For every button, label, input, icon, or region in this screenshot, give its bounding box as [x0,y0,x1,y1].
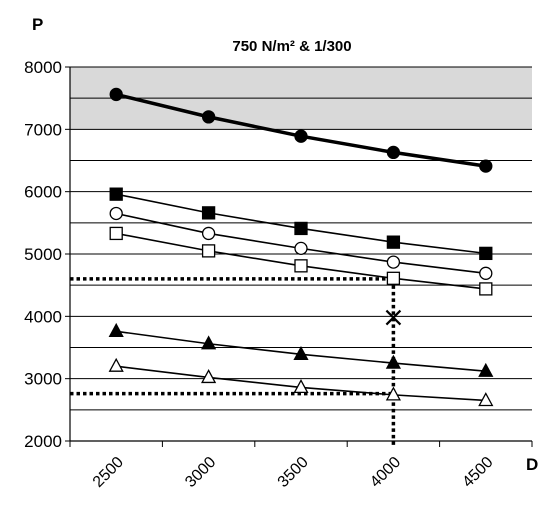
guide-layer [70,277,396,447]
data-point-open-triangle [108,357,124,372]
y-tick-label: 5000 [24,245,62,264]
data-point-open-triangle [201,369,217,384]
x-tick-label: 3000 [182,454,219,491]
data-point-filled-circle [109,87,123,102]
chart-title: 750 N/m² & 1/300 [232,38,351,55]
data-point-filled-square [201,206,216,220]
data-point-open-square [201,244,216,258]
x-axis-title: D [526,455,538,474]
data-point-open-circle [386,255,401,269]
x-tick-label: 4500 [459,454,496,491]
y-tick-label: 4000 [24,307,62,326]
data-point-open-square [386,271,401,285]
data-point-open-circle [201,226,216,241]
data-point-filled-triangle [201,335,217,350]
y-tick-label: 2000 [24,432,62,451]
data-point-filled-square [109,187,123,201]
y-tick-label: 7000 [24,120,62,139]
data-point-filled-circle [479,159,493,173]
data-point-filled-circle [201,110,216,124]
data-point-filled-triangle [108,322,124,337]
data-point-open-circle [109,206,123,221]
x-tick-label: 4000 [367,454,404,491]
data-point-open-square [479,282,493,296]
data-point-filled-circle [294,129,308,143]
data-point-open-circle [479,266,493,280]
x-tick-label: 3500 [275,454,312,491]
data-point-filled-circle [386,145,401,160]
data-point-open-triangle [385,386,401,401]
cross-marker-stroke [385,309,402,326]
data-point-filled-square [479,246,493,261]
y-tick-label: 3000 [24,370,62,389]
data-point-filled-triangle [293,345,309,361]
y-tick-label: 6000 [24,183,62,202]
x-tick-label: 2500 [90,454,127,491]
data-point-filled-square [294,221,308,236]
data-point-open-square [294,259,308,273]
data-point-open-triangle [293,379,309,394]
y-axis-title: P [32,15,43,34]
data-point-filled-square [386,235,401,249]
cross-marker [385,309,402,326]
data-point-filled-triangle [478,362,494,377]
y-tick-label: 8000 [24,58,62,77]
data-point-open-circle [294,241,308,256]
data-point-filled-triangle [385,354,401,369]
axis-layer [65,66,533,447]
marker-layer [108,87,494,407]
data-point-open-square [109,226,123,241]
data-point-open-triangle [478,392,494,407]
